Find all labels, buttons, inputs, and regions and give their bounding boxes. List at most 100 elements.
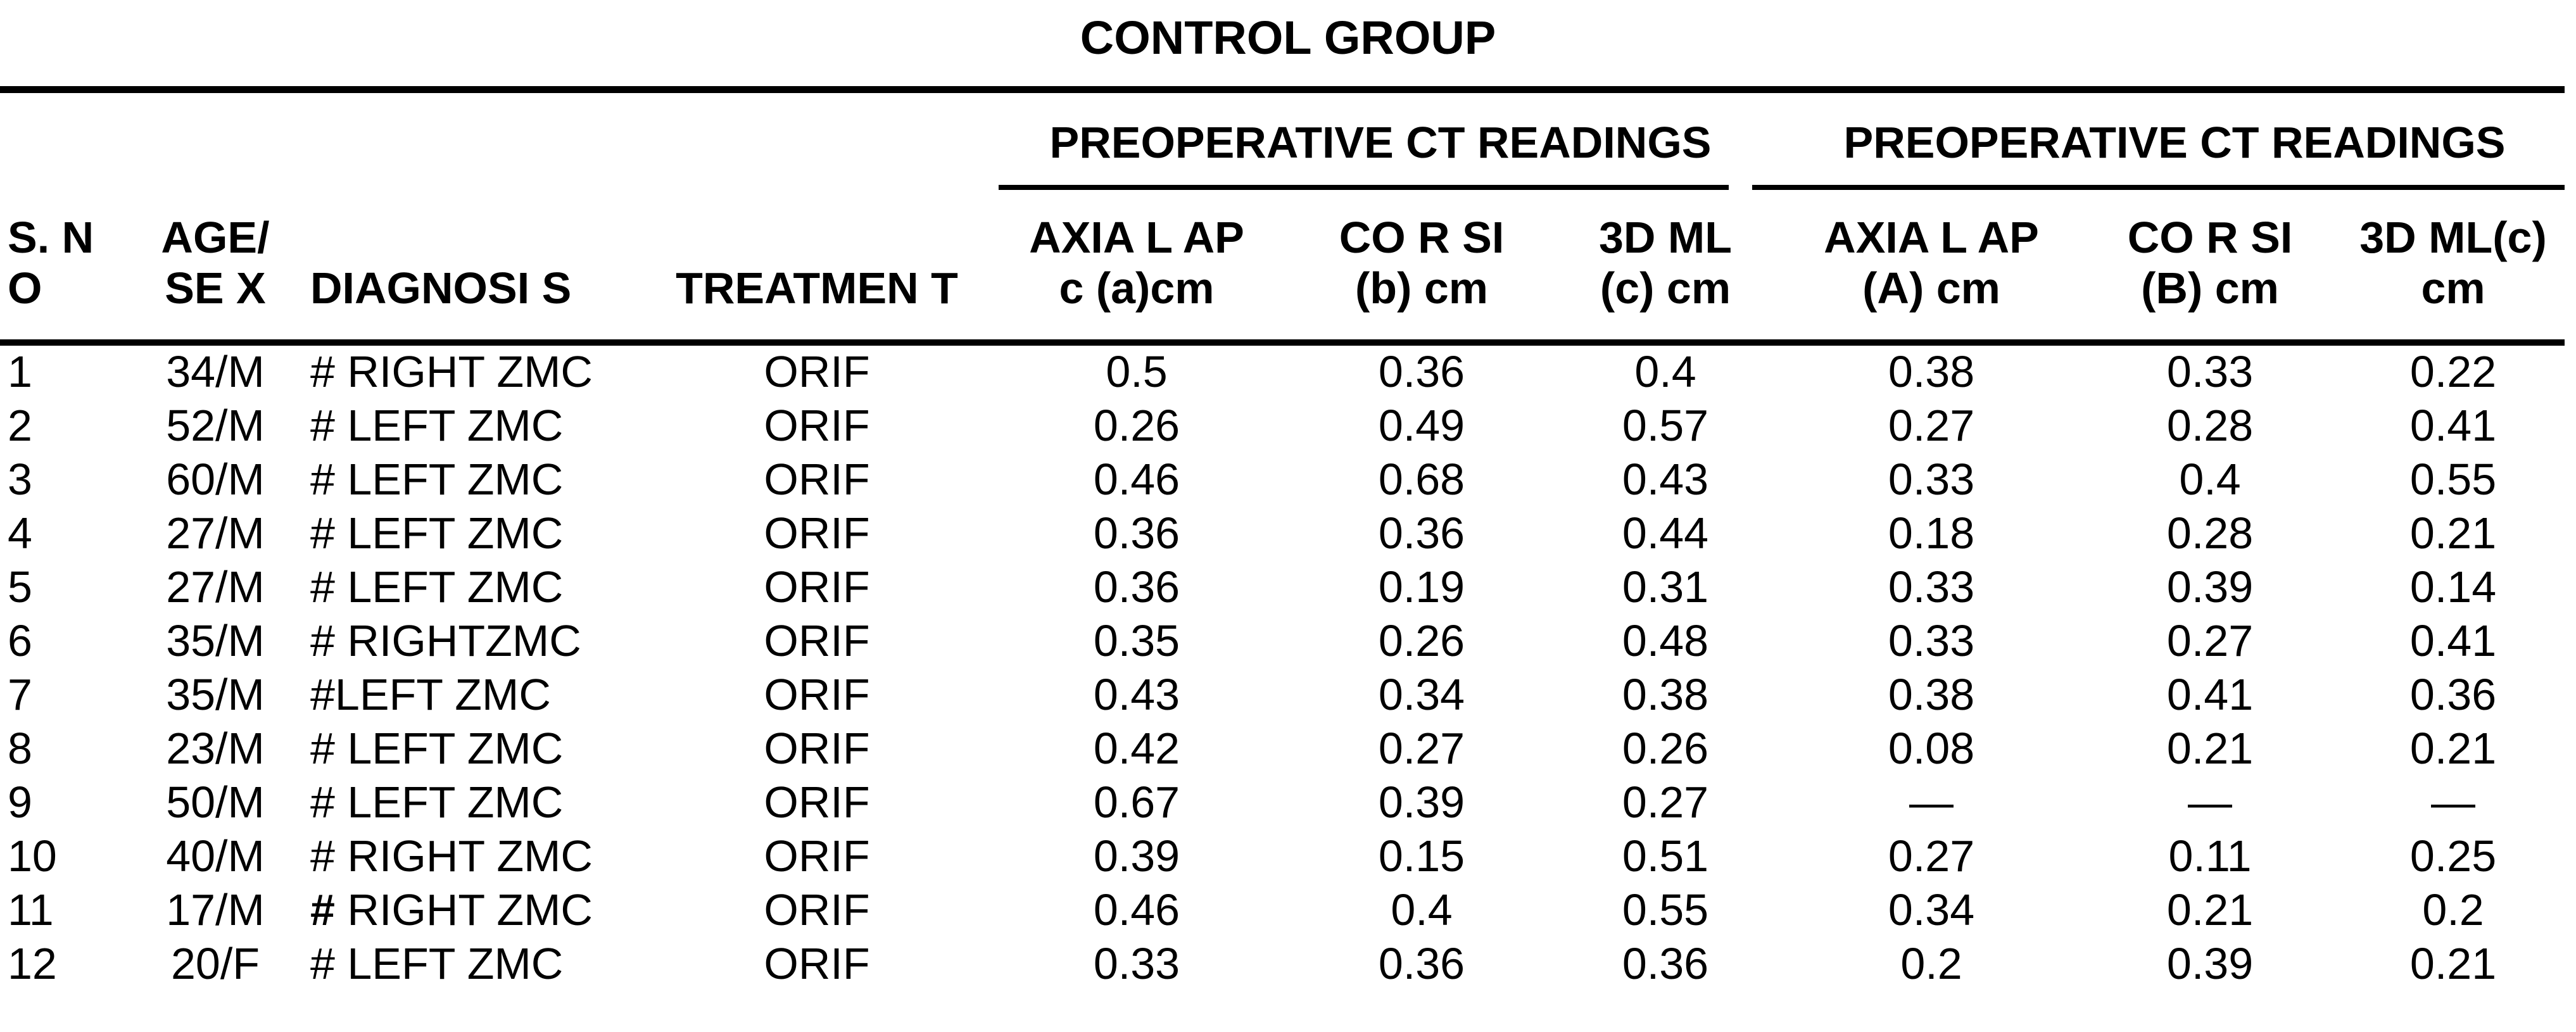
col-axial-ap-a-cell: 0.67 [1093,777,1180,827]
col-cor-si-B-cell: 0.27 [2166,616,2254,665]
col-3d-ml-c2-cell: 0.25 [2409,831,2497,881]
col-axial-ap-A-cell: 0.08 [1888,724,1975,773]
table-row: 1 34/M # RIGHT ZMC ORIF 0.5 0.36 0.4 0.38 0.33 0.… [0,345,2576,399]
group1-underline-rule [999,185,1729,190]
col-header-age-sex-line2: SE X [165,263,266,313]
table-row: 10 40/M # RIGHT ZMC ORIF 0.39 0.15 0.51 0.27 0.1… [0,829,2576,883]
col-header-cor-si-b: CO R SI (b) cm [1285,190,1558,345]
col-cor-si-B-cell: 0.21 [2166,885,2254,934]
col-axial-ap-A-cell: 0.18 [1888,508,1975,558]
col-axial-ap-A-cell: 0.27 [1888,831,1975,881]
col-axial-ap-a-cell: 0.36 [1093,562,1180,612]
table-row: 8 23/M # LEFT ZMC ORIF 0.42 0.27 0.26 0.08 0.21 0… [0,722,2576,776]
col-age-sex-cell: 35/M [166,616,265,665]
col-age-sex-cell: 50/M [166,777,265,827]
col-s-no-cell: 6 [8,616,32,665]
col-header-s-no: S. N O [0,190,142,345]
col-axial-ap-a-cell: 0.39 [1093,831,1180,881]
col-diagnosis-cell: # LEFT ZMC [310,777,564,827]
col-treatment-cell: ORIF [764,508,870,558]
col-treatment-cell: ORIF [764,885,870,934]
col-axial-ap-a-cell: 0.26 [1093,401,1180,450]
col-3d-ml-c-cell: 0.48 [1622,616,1709,665]
col-header-s-no-line2: O [8,263,42,313]
group-header-preop-1-label: PREOPERATIVE CT READINGS [1049,118,1712,167]
col-age-sex-cell: 40/M [166,831,265,881]
col-cor-si-b-cell: 0.36 [1378,939,1465,988]
col-axial-ap-A-cell: — [1909,777,1954,827]
col-diagnosis-cell: # LEFT ZMC [310,562,564,612]
col-axial-ap-a-cell: 0.46 [1093,885,1180,934]
col-3d-ml-c-cell: 0.44 [1622,508,1709,558]
col-3d-ml-c2-cell: 0.14 [2409,562,2497,612]
col-age-sex-cell: 20/F [170,939,260,988]
col-axial-ap-A-cell: 0.33 [1888,616,1975,665]
table-row: 3 60/M # LEFT ZMC ORIF 0.46 0.68 0.43 0.33 0.4 0.… [0,453,2576,507]
col-3d-ml-c2-cell: 0.41 [2409,616,2497,665]
col-cor-si-B-cell: 0.21 [2166,724,2254,773]
col-3d-ml-c2-cell: 0.21 [2409,939,2497,988]
col-header-age-sex: AGE/ SE X [142,190,288,345]
col-s-no-cell: 5 [8,562,32,612]
col-axial-ap-a-cell: 0.35 [1093,616,1180,665]
col-cor-si-B-cell: 0.4 [2179,455,2241,504]
col-cor-si-b-cell: 0.34 [1378,670,1465,719]
col-3d-ml-c2-cell: — [2431,777,2476,827]
col-cor-si-B-cell: 0.41 [2166,670,2254,719]
col-cor-si-b-cell: 0.49 [1378,401,1465,450]
col-header-3d-ml-c-line2: (c) cm [1600,263,1731,313]
col-header-treatment-line2: TREATMEN T [676,263,958,313]
col-treatment-cell: ORIF [764,670,870,719]
table-row: 5 27/M # LEFT ZMC ORIF 0.36 0.19 0.31 0.33 0.39 0… [0,560,2576,614]
col-3d-ml-c2-cell: 0.2 [2422,885,2484,934]
col-treatment-cell: ORIF [764,616,870,665]
col-cor-si-B-cell: 0.33 [2166,347,2254,396]
col-s-no-cell: 10 [8,831,57,881]
col-treatment-cell: ORIF [764,939,870,988]
col-age-sex-cell: 27/M [166,562,265,612]
col-diagnosis-cell: # RIGHTZMC [310,616,581,665]
col-3d-ml-c-cell: 0.57 [1622,401,1709,450]
col-treatment-cell: ORIF [764,401,870,450]
col-3d-ml-c2-cell: 0.41 [2409,401,2497,450]
group-header-row: PREOPERATIVE CT READINGS PREOPERATIVE CT… [0,95,2576,190]
table-row: 9 50/M # LEFT ZMC ORIF 0.67 0.39 0.27 — — — [0,776,2576,829]
col-axial-ap-a-cell: 0.5 [1106,347,1168,396]
col-cor-si-b-cell: 0.26 [1378,616,1465,665]
col-cor-si-b-cell: 0.19 [1378,562,1465,612]
col-s-no-cell: 9 [8,777,32,827]
col-diagnosis-cell: # LEFT ZMC [310,508,564,558]
col-treatment-cell: ORIF [764,455,870,504]
col-3d-ml-c2-cell: 0.21 [2409,724,2497,773]
col-diagnosis-cell: # LEFT ZMC [310,939,564,988]
table-row: 7 35/M #LEFT ZMC ORIF 0.43 0.34 0.38 0.38 0.41 0.… [0,668,2576,722]
col-header-age-sex-line1: AGE/ [161,213,270,262]
table-title: CONTROL GROUP [1080,11,1496,64]
col-header-axial-ap-A-line1: AXIA L AP [1824,213,2039,262]
col-axial-ap-A-cell: 0.2 [1900,939,1962,988]
column-header-row: S. N O AGE/ SE X DIAGNOSI S TREATMEN T A… [0,190,2576,345]
col-diagnosis-cell: # LEFT ZMC [310,455,564,504]
col-cor-si-B-cell: 0.39 [2166,562,2254,612]
col-cor-si-b-cell: 0.36 [1378,508,1465,558]
table-row: 6 35/M # RIGHTZMC ORIF 0.35 0.26 0.48 0.33 0.27 0… [0,614,2576,668]
table-row: 12 20/F # LEFT ZMC ORIF 0.33 0.36 0.36 0.2 0.39 0… [0,937,2576,991]
header-rule [0,339,2565,346]
col-cor-si-b-cell: 0.15 [1378,831,1465,881]
col-header-axial-ap-A-line2: (A) cm [1862,263,2000,313]
col-3d-ml-c2-cell: 0.55 [2409,455,2497,504]
col-3d-ml-c-cell: 0.36 [1622,939,1709,988]
col-header-cor-si-B-line1: CO R SI [2127,213,2293,262]
col-cor-si-B-cell: 0.11 [2168,831,2252,881]
col-axial-ap-A-cell: 0.38 [1888,347,1975,396]
col-3d-ml-c-cell: 0.31 [1622,562,1709,612]
col-age-sex-cell: 27/M [166,508,265,558]
col-3d-ml-c-cell: 0.26 [1622,724,1709,773]
col-3d-ml-c-cell: 0.43 [1622,455,1709,504]
col-axial-ap-a-cell: 0.43 [1093,670,1180,719]
col-age-sex-cell: 23/M [166,724,265,773]
col-diagnosis-cell: # RIGHT ZMC [310,885,593,934]
col-header-s-no-line1: S. N [8,213,94,262]
col-cor-si-B-cell: 0.28 [2166,508,2254,558]
